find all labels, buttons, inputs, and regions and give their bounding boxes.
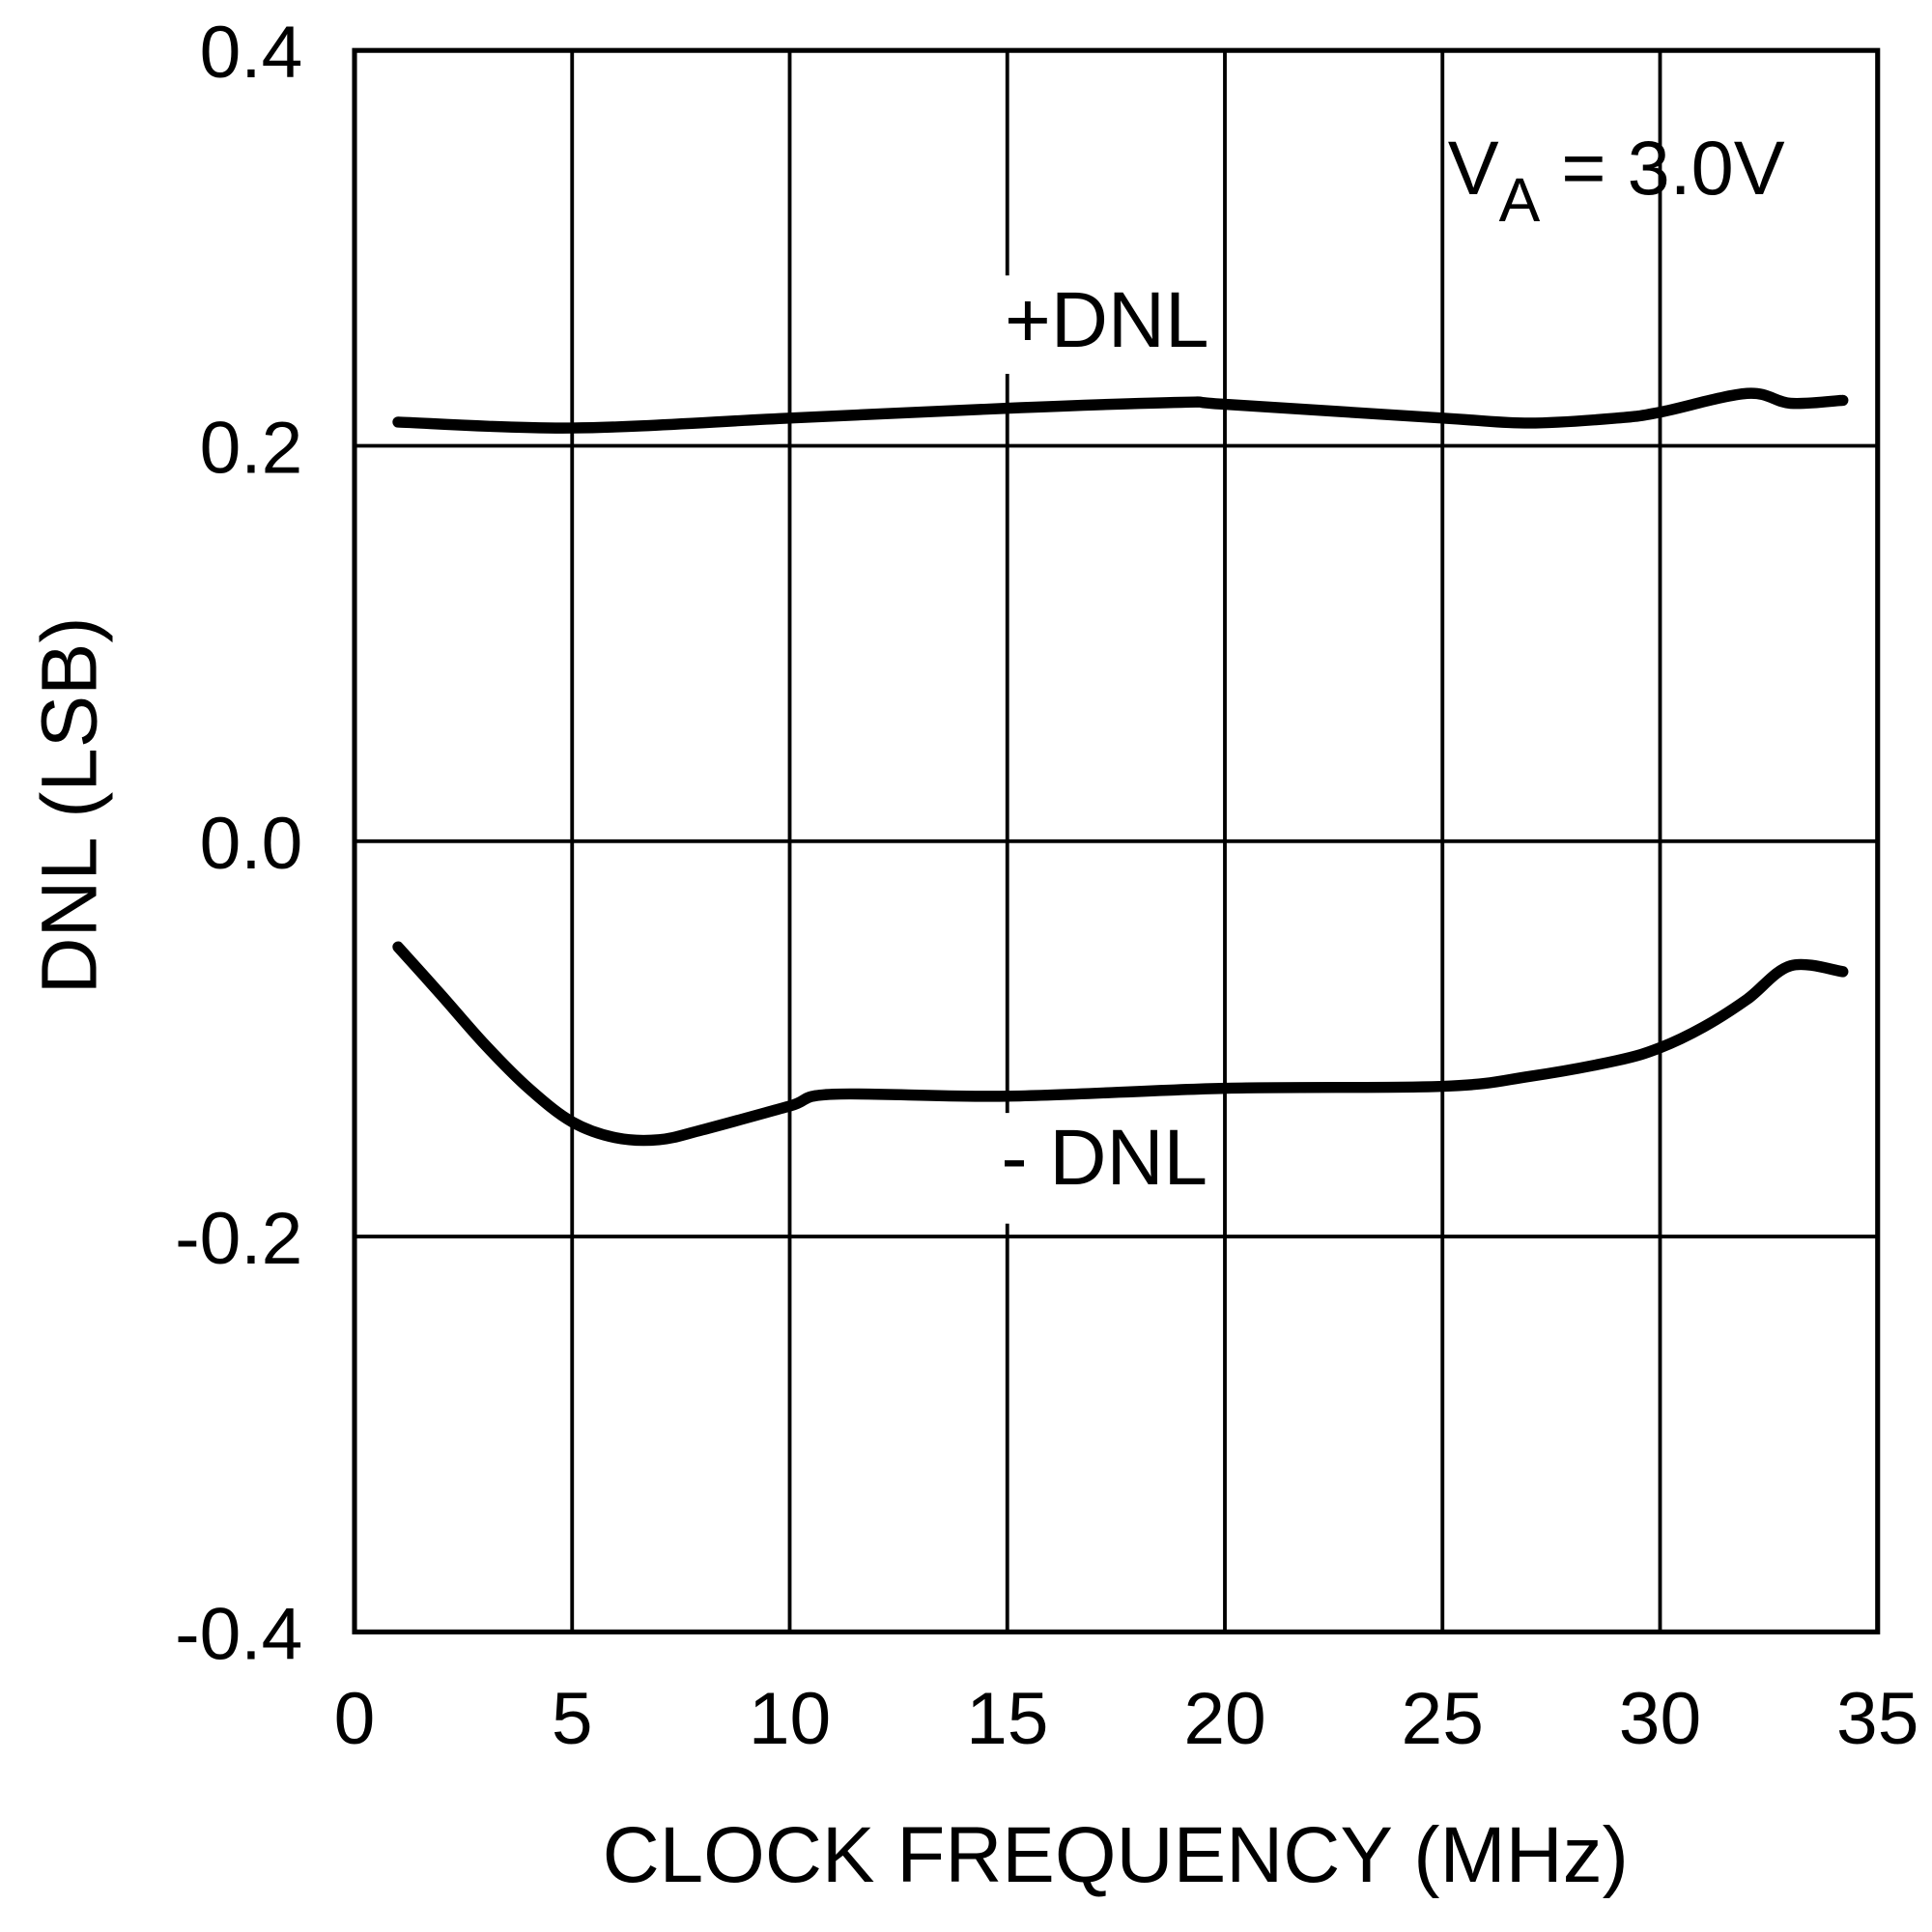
series-label-background	[990, 275, 1223, 375]
plot-frame	[352, 47, 1881, 1634]
series-labels: +DNL - DNL	[988, 275, 1223, 1224]
x-tick-label: 35	[1836, 1678, 1918, 1760]
minus-dnl-label: - DNL	[1001, 1114, 1208, 1202]
series-lines	[392, 387, 1849, 1147]
y-tick-label: -0.4	[175, 1594, 302, 1676]
x-tick-label: 25	[1402, 1678, 1484, 1760]
condition-annotation: VA = 3.0V	[1448, 125, 1785, 235]
plus-dnl-line	[392, 387, 1849, 434]
x-tick-label: 5	[552, 1678, 593, 1760]
x-axis-label: CLOCK FREQUENCY (MHz)	[603, 1811, 1629, 1899]
y-tick-label: 0.0	[200, 803, 303, 885]
y-axis-label: DNL (LSB)	[26, 616, 114, 994]
x-tick-label: 30	[1619, 1678, 1701, 1760]
x-tick-label: 20	[1183, 1678, 1265, 1760]
y-tick-label: -0.2	[175, 1198, 302, 1280]
plus-dnl-label: +DNL	[1005, 276, 1208, 364]
x-tick-label: 0	[334, 1678, 376, 1760]
y-tick-label: 0.4	[200, 12, 303, 94]
tick-labels: 0 5 10 15 20 25 30 35 -0.4 -0.2 0.0 0.2 0.4	[175, 12, 1918, 1760]
y-tick-label: 0.2	[200, 408, 303, 490]
x-tick-label: 15	[966, 1678, 1048, 1760]
minus-dnl-line	[392, 941, 1849, 1147]
series-label-background	[988, 1113, 1221, 1224]
x-tick-label: 10	[749, 1678, 831, 1760]
